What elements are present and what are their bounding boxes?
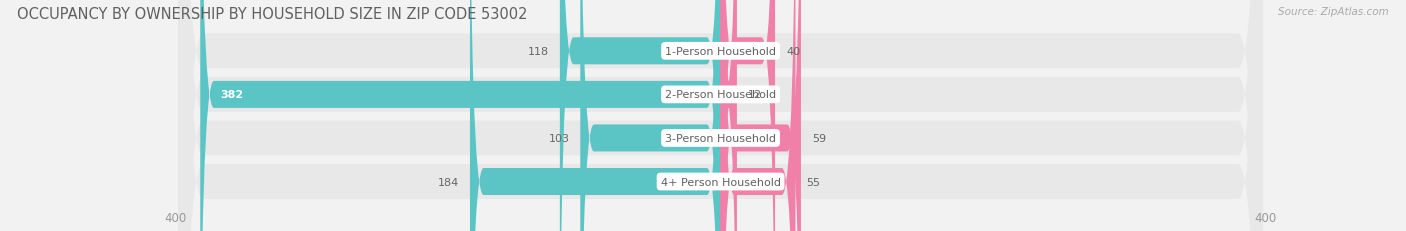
- Text: 40: 40: [786, 47, 800, 57]
- Text: Source: ZipAtlas.com: Source: ZipAtlas.com: [1278, 7, 1389, 17]
- Text: 3-Person Household: 3-Person Household: [665, 133, 776, 143]
- Text: OCCUPANCY BY OWNERSHIP BY HOUSEHOLD SIZE IN ZIP CODE 53002: OCCUPANCY BY OWNERSHIP BY HOUSEHOLD SIZE…: [17, 7, 527, 22]
- FancyBboxPatch shape: [721, 0, 737, 231]
- FancyBboxPatch shape: [179, 0, 1263, 231]
- FancyBboxPatch shape: [721, 0, 775, 231]
- FancyBboxPatch shape: [721, 0, 801, 231]
- FancyBboxPatch shape: [179, 0, 1263, 231]
- Text: 12: 12: [748, 90, 762, 100]
- FancyBboxPatch shape: [560, 0, 721, 231]
- Text: 382: 382: [221, 90, 243, 100]
- FancyBboxPatch shape: [721, 0, 796, 231]
- Text: 4+ Person Household: 4+ Person Household: [661, 177, 780, 187]
- Text: 2-Person Household: 2-Person Household: [665, 90, 776, 100]
- FancyBboxPatch shape: [200, 0, 721, 231]
- FancyBboxPatch shape: [179, 0, 1263, 231]
- FancyBboxPatch shape: [179, 0, 1263, 231]
- Text: 1-Person Household: 1-Person Household: [665, 47, 776, 57]
- Text: 118: 118: [527, 47, 548, 57]
- Text: 55: 55: [807, 177, 820, 187]
- Text: 184: 184: [437, 177, 458, 187]
- Text: 59: 59: [811, 133, 825, 143]
- FancyBboxPatch shape: [581, 0, 721, 231]
- FancyBboxPatch shape: [470, 0, 721, 231]
- Text: 103: 103: [548, 133, 569, 143]
